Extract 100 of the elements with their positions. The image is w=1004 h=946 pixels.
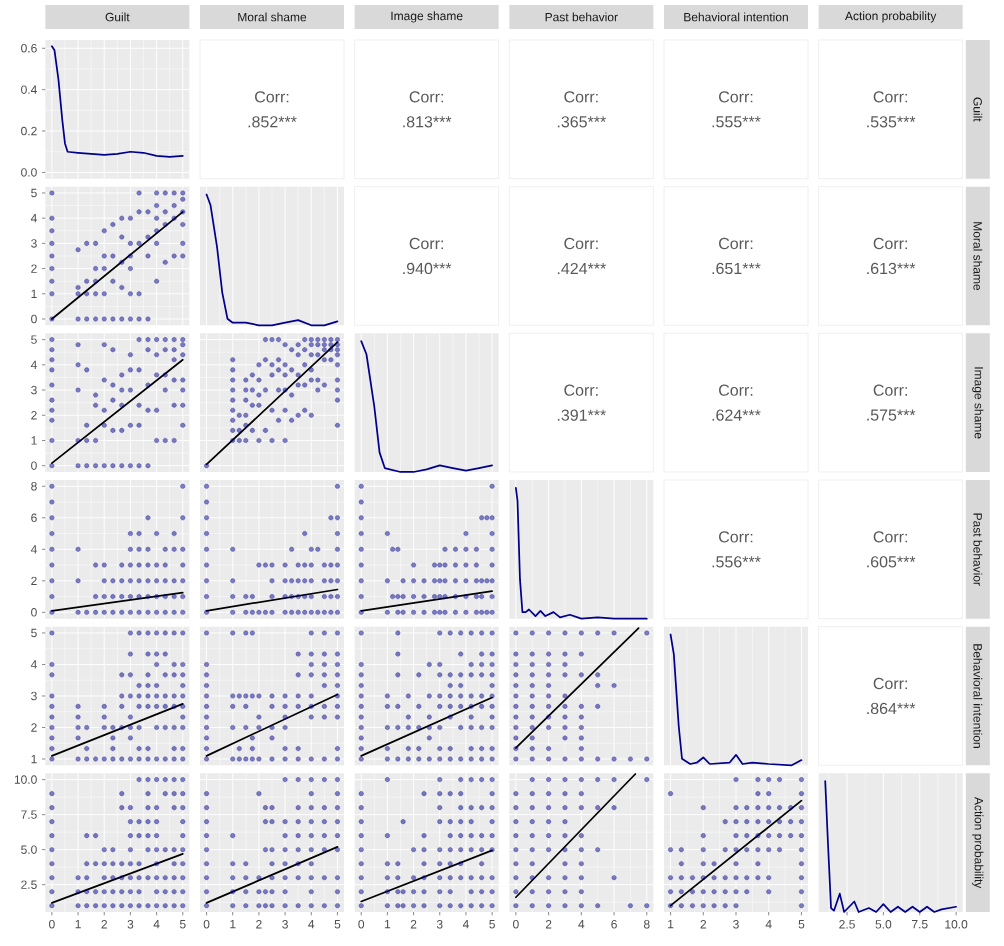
x-tick-label: 8: [643, 920, 650, 929]
point: [513, 791, 519, 797]
x-tick-label: 10.0: [945, 920, 968, 929]
y-tick-label: 1: [31, 436, 37, 445]
point: [562, 805, 568, 811]
x-tick-label: 3: [282, 920, 288, 929]
y-tick-label: 0: [31, 461, 37, 470]
y-tick-label: 4: [30, 545, 37, 554]
text: Corr:: [719, 384, 753, 396]
text: Image shame: [391, 11, 463, 23]
y-tick-label: 5: [31, 628, 37, 638]
chart-title: Guilt: [105, 12, 130, 22]
point: [595, 903, 601, 909]
point: [529, 791, 535, 797]
x-tick-label: 1: [384, 920, 391, 929]
point: [513, 903, 519, 909]
point: [562, 875, 568, 881]
text: Guilt: [973, 97, 983, 122]
y-tick-label: 5: [31, 188, 37, 198]
text: Corr:: [873, 531, 907, 543]
x-tick-label: 0: [358, 920, 365, 929]
text: Corr:: [873, 677, 907, 690]
point: [513, 833, 519, 839]
x-tick-label: 7.5: [912, 920, 928, 929]
text: .651***: [712, 262, 761, 275]
text: .864***: [867, 702, 916, 715]
point: [644, 777, 650, 783]
text: .535***: [867, 116, 916, 128]
point: [562, 847, 568, 853]
y-tick-label: 1: [31, 289, 37, 298]
point: [562, 819, 568, 825]
text: Behavioral intention: [684, 12, 788, 22]
y-tick-label: 7.5: [21, 810, 37, 819]
y-tick-label: 2: [31, 411, 37, 420]
y-tick-label: 2: [31, 723, 37, 732]
text: Moral shame: [973, 222, 983, 291]
y-tick-label: 4: [30, 214, 37, 223]
x-tick-label: 2: [545, 920, 552, 929]
y-tick-label: 2.5: [21, 880, 37, 889]
y-tick-label: 0.0: [21, 168, 37, 177]
text: Moral shame: [238, 12, 307, 22]
text: Corr:: [564, 384, 598, 396]
x-tick-label: 0: [513, 920, 519, 929]
point: [546, 903, 552, 909]
point: [529, 875, 535, 881]
text: Corr:: [873, 237, 907, 250]
text: .940***: [403, 262, 452, 275]
text: Corr:: [719, 91, 753, 103]
text: .613***: [867, 262, 916, 275]
text: .365***: [557, 116, 606, 128]
text: Corr:: [873, 384, 907, 396]
point: [562, 791, 568, 797]
point: [578, 791, 584, 797]
y-tick-label: 3: [31, 239, 37, 248]
point: [562, 777, 568, 783]
point: [529, 861, 535, 867]
text: .391***: [557, 409, 606, 421]
point: [562, 889, 568, 895]
point: [529, 819, 535, 825]
text: Corr:: [409, 91, 443, 103]
point: [513, 889, 519, 895]
y-tick-label: 4: [30, 660, 37, 669]
text: Action probability: [845, 11, 937, 23]
point: [578, 777, 584, 783]
text: .575***: [867, 409, 916, 421]
point: [578, 833, 584, 839]
x-tick-label: 2: [410, 920, 417, 929]
point: [595, 777, 601, 783]
y-tick-label: 0.6: [21, 44, 37, 53]
point: [546, 889, 552, 895]
point: [529, 847, 535, 853]
point: [546, 777, 552, 783]
point: [611, 875, 617, 881]
point: [529, 889, 535, 895]
x-tick-label: 2: [101, 920, 107, 929]
point: [578, 861, 584, 867]
point: [611, 777, 617, 783]
y-tick-label: 0.4: [21, 85, 37, 94]
text: .555***: [712, 116, 761, 128]
text: .852***: [248, 116, 297, 128]
x-tick-label: 4: [308, 920, 315, 929]
point: [546, 847, 552, 853]
text: .424***: [557, 262, 606, 275]
y-tick-label: 8: [31, 482, 37, 491]
point: [627, 903, 633, 909]
x-tick-label: 6: [611, 920, 617, 929]
point: [529, 777, 535, 783]
point: [644, 903, 650, 909]
y-tick-label: 2: [31, 576, 37, 586]
x-tick-label: 4: [153, 920, 160, 929]
x-tick-label: 4: [578, 920, 585, 929]
point: [546, 819, 552, 825]
text: Corr:: [409, 237, 443, 250]
text: Image shame: [972, 367, 984, 439]
point: [513, 847, 519, 853]
point: [513, 819, 519, 825]
y-tick-label: 4: [30, 360, 37, 369]
point: [513, 875, 519, 881]
point: [546, 805, 552, 811]
x-tick-label: 5: [179, 920, 186, 929]
